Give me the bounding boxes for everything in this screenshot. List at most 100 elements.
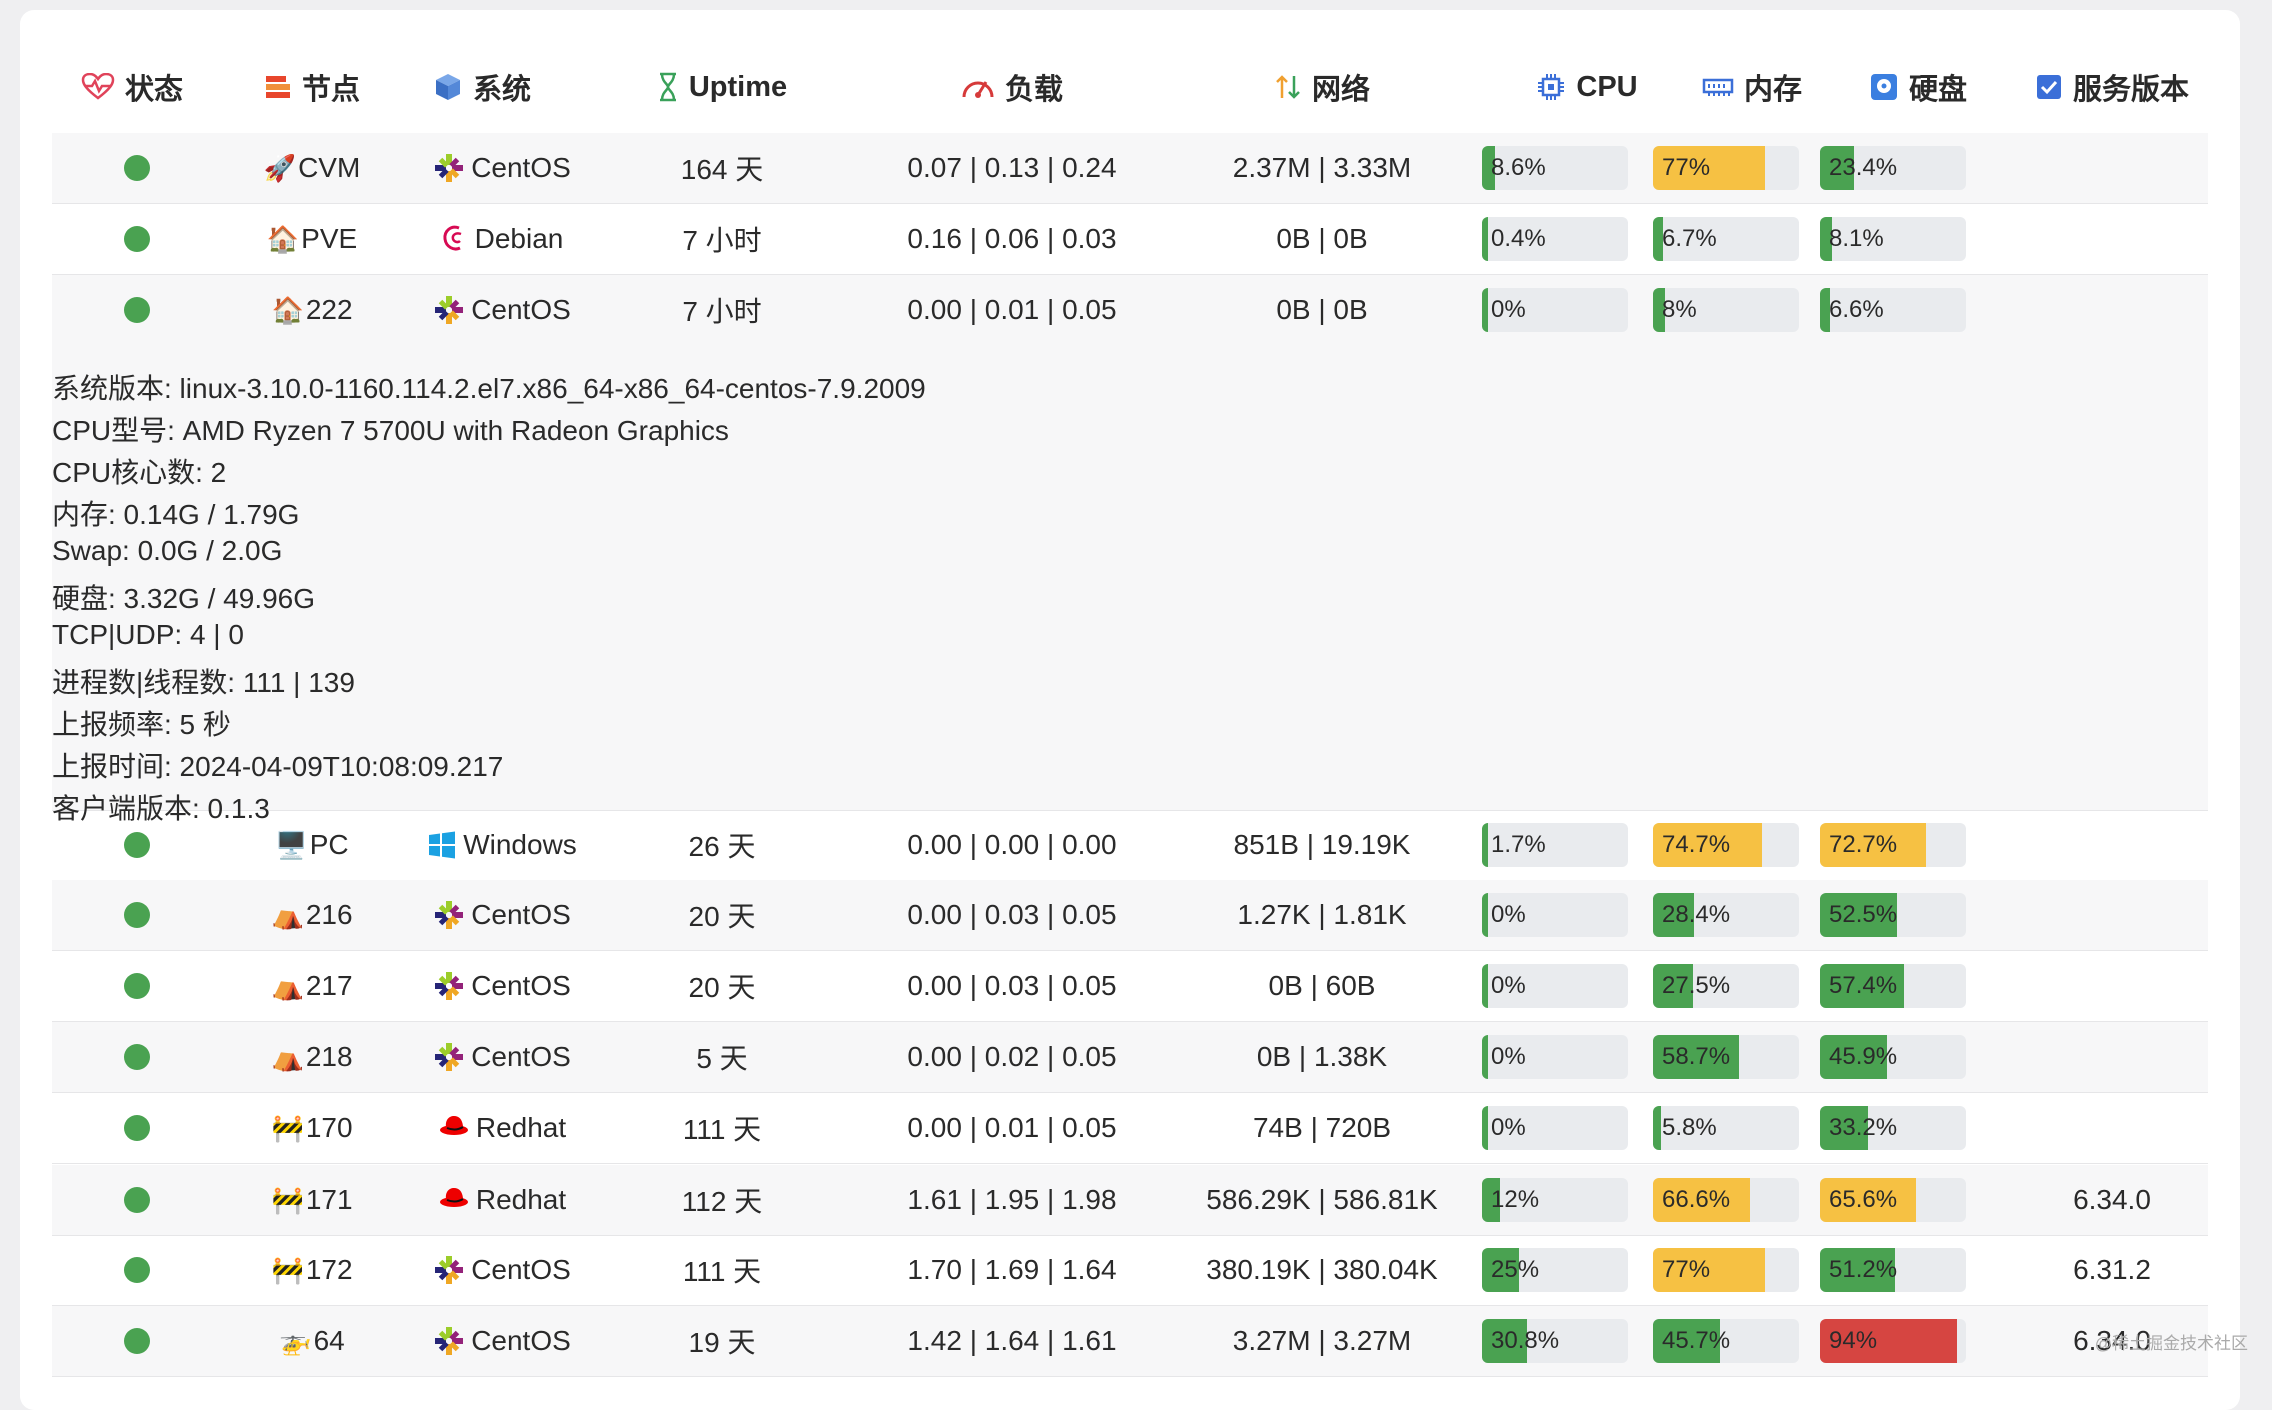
disk-usage-bar-label: 45.9%: [1829, 1035, 1897, 1079]
cpu-usage-bar: 0%: [1482, 288, 1628, 332]
cpu-usage-bar-label: 0%: [1491, 1035, 1526, 1079]
centos-icon: [433, 970, 465, 1002]
memory-usage-bar-label: 77%: [1662, 1248, 1710, 1292]
version-cell: [2002, 204, 2222, 274]
version-cell: [2002, 133, 2222, 203]
node-emoji-icon: 🚁: [279, 1326, 311, 1357]
cpu-usage-bar: 30.8%: [1482, 1319, 1628, 1363]
debian-icon: [441, 223, 469, 255]
detail-line: 上报频率: 5 秒: [52, 703, 231, 743]
speedometer-icon: [961, 73, 995, 101]
os-name: CentOS: [471, 899, 571, 931]
cpu-usage-bar-fill: [1482, 964, 1488, 1008]
cpu-usage-bar: 0.4%: [1482, 217, 1628, 261]
cpu-usage-bar: 0%: [1482, 893, 1628, 937]
node-name: CVM: [298, 152, 360, 184]
memory-usage-bar-label: 6.7%: [1662, 217, 1717, 261]
uptime-cell: 7 小时: [622, 204, 822, 274]
cpu-usage-bar-label: 12%: [1491, 1178, 1539, 1222]
header-memory[interactable]: 内存: [1662, 52, 1842, 122]
status-cell: [92, 1022, 182, 1092]
header-os[interactable]: 系统: [422, 52, 542, 122]
header-memory-label: 内存: [1744, 66, 1802, 108]
header-version[interactable]: 服务版本: [2012, 52, 2212, 122]
disk-usage-bar-label: 57.4%: [1829, 964, 1897, 1008]
online-status-dot: [124, 1187, 150, 1213]
node-cell: 🚧172: [242, 1235, 382, 1305]
node-emoji-icon: ⛺: [271, 1042, 303, 1073]
node-emoji-icon: ⛺: [271, 900, 303, 931]
node-emoji-icon: 🏠: [271, 295, 303, 326]
load-cell: 0.00 | 0.01 | 0.05: [862, 275, 1162, 345]
cpu-usage-bar-fill: [1482, 823, 1488, 867]
table-header: 状态 节点 系统 Uptime 负载: [52, 52, 2208, 136]
cpu-usage-bar: 12%: [1482, 1178, 1628, 1222]
os-name: CentOS: [471, 1254, 571, 1286]
os-cell: Redhat: [412, 1165, 592, 1235]
header-status[interactable]: 状态: [72, 52, 192, 122]
node-emoji-icon: 🚧: [271, 1255, 303, 1286]
node-emoji-icon: ⛺: [271, 971, 303, 1002]
check-box-icon: [2035, 73, 2063, 101]
node-name: 170: [306, 1112, 353, 1144]
node-emoji-icon: 🖥️: [275, 830, 307, 861]
memory-usage-bar-label: 66.6%: [1662, 1178, 1730, 1222]
cpu-usage-bar-fill: [1482, 1035, 1488, 1079]
header-os-label: 系统: [473, 66, 531, 108]
disk-usage-bar-label: 6.6%: [1829, 288, 1884, 332]
memory-stick-icon: [1702, 75, 1734, 99]
cpu-usage-bar-fill: [1482, 288, 1488, 332]
heartbeat-icon: [81, 73, 115, 101]
header-node-label: 节点: [302, 66, 360, 108]
network-cell: 3.27M | 3.27M: [1182, 1306, 1462, 1376]
status-cell: [92, 204, 182, 274]
uptime-cell: 20 天: [622, 880, 822, 950]
node-details-panel: 系统版本: linux-3.10.0-1160.114.2.el7.x86_64…: [52, 345, 2208, 811]
node-cell: 🚧170: [242, 1093, 382, 1163]
memory-usage-bar: 58.7%: [1653, 1035, 1799, 1079]
os-cell: CentOS: [412, 275, 592, 345]
os-name: Redhat: [476, 1112, 566, 1144]
cpu-usage-bar: 1.7%: [1482, 823, 1628, 867]
load-cell: 0.16 | 0.06 | 0.03: [862, 204, 1162, 274]
network-cell: 0B | 0B: [1182, 204, 1462, 274]
network-cell: 0B | 60B: [1182, 951, 1462, 1021]
uptime-cell: 20 天: [622, 951, 822, 1021]
disk-usage-bar: 52.5%: [1820, 893, 1966, 937]
os-cell: Redhat: [412, 1093, 592, 1163]
online-status-dot: [124, 297, 150, 323]
load-cell: 1.61 | 1.95 | 1.98: [862, 1165, 1162, 1235]
header-network[interactable]: 网络: [1212, 52, 1432, 122]
disk-usage-bar: 65.6%: [1820, 1178, 1966, 1222]
memory-usage-bar: 45.7%: [1653, 1319, 1799, 1363]
status-cell: [92, 1165, 182, 1235]
header-node[interactable]: 节点: [252, 52, 372, 122]
node-name: 172: [306, 1254, 353, 1286]
version-cell: [2002, 1093, 2222, 1163]
header-uptime[interactable]: Uptime: [622, 52, 822, 122]
memory-usage-bar-label: 5.8%: [1662, 1106, 1717, 1150]
os-cell: CentOS: [412, 951, 592, 1021]
centos-icon: [433, 1325, 465, 1357]
header-load[interactable]: 负载: [912, 52, 1112, 122]
node-cell: ⛺216: [242, 880, 382, 950]
header-disk[interactable]: 硬盘: [1828, 52, 2008, 122]
memory-usage-bar: 77%: [1653, 1248, 1799, 1292]
network-cell: 586.29K | 586.81K: [1182, 1165, 1462, 1235]
node-name: 216: [306, 899, 353, 931]
redhat-icon: [438, 1113, 470, 1143]
disk-usage-bar: 57.4%: [1820, 964, 1966, 1008]
header-cpu[interactable]: CPU: [1492, 52, 1682, 122]
cpu-usage-bar: 0%: [1482, 1035, 1628, 1079]
